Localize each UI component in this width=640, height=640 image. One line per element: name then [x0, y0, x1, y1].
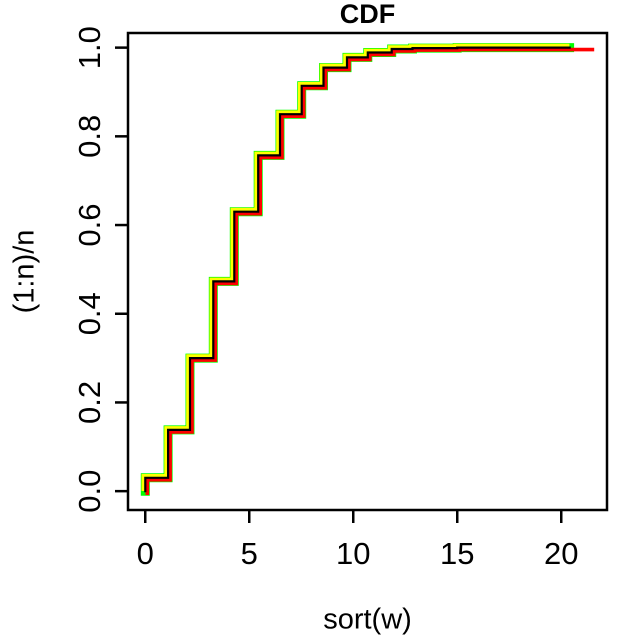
- plot-box: [126, 31, 609, 512]
- y-tick-label: 1.0: [72, 26, 107, 69]
- x-tick-label: 10: [336, 536, 370, 571]
- x-tick-label: 0: [137, 536, 154, 571]
- cdf-step-line-black: [144, 46, 571, 493]
- y-tick-label: 0.6: [72, 203, 107, 246]
- y-tick-label: 0.4: [72, 292, 107, 335]
- y-axis-title: (1:n)/n: [9, 230, 41, 314]
- y-tick-label: 0.8: [72, 115, 107, 158]
- chart-title: CDF: [340, 0, 396, 29]
- cdf-step-line-green: [140, 43, 575, 496]
- cdf-step-line-red: [145, 47, 595, 495]
- y-tick-label: 0.2: [72, 381, 107, 424]
- cdf-step-line-yellow: [141, 43, 570, 491]
- y-tick-label: 0.0: [72, 470, 107, 513]
- x-tick-label: 20: [544, 536, 578, 571]
- x-tick-label: 5: [241, 536, 258, 571]
- x-tick-label: 15: [440, 536, 474, 571]
- x-axis-title: sort(w): [323, 604, 412, 636]
